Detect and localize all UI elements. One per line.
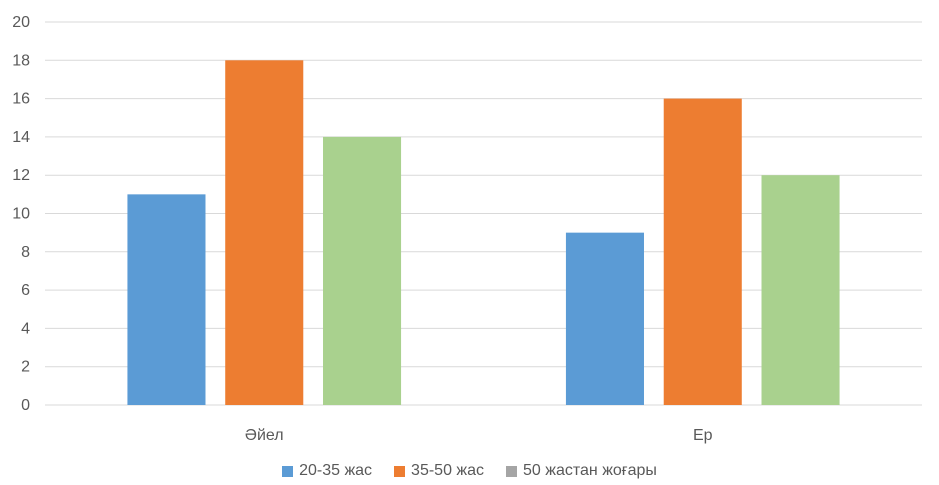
legend-swatch-series-1	[282, 465, 294, 477]
bar	[663, 98, 742, 405]
bar-chart: 0 2 4 6 8 10 12 14 16 18 20 Әйел Ер	[12, 14, 922, 444]
bars	[127, 60, 840, 406]
legend-label-series-2: 35-50 жас	[411, 462, 485, 479]
bar	[225, 60, 304, 406]
y-tick-label: 8	[21, 244, 30, 261]
legend-label-series-1: 20-35 жас	[299, 462, 373, 479]
legend-swatch-series-3	[506, 465, 518, 477]
y-tick-label: 6	[21, 282, 30, 299]
y-tick-label: 2	[21, 359, 30, 376]
bar	[127, 194, 206, 405]
y-tick-label: 16	[12, 91, 30, 108]
legend-item-series-1: 20-35 жас	[282, 462, 372, 480]
y-axis-ticks: 0 2 4 6 8 10 12 14 16 18 20	[12, 14, 30, 414]
legend-swatch-series-2	[394, 465, 406, 477]
y-tick-label: 10	[12, 206, 30, 223]
y-tick-label: 18	[12, 52, 30, 69]
y-tick-label: 12	[12, 167, 30, 184]
x-axis-ticks: Әйел Ер	[245, 427, 713, 444]
legend: 20-35 жас 35-50 жас 50 жастан жоғары	[0, 462, 939, 480]
x-tick-label: Әйел	[245, 427, 284, 444]
y-tick-label: 20	[12, 14, 30, 31]
legend-item-series-2: 35-50 жас	[394, 462, 484, 480]
legend-label-series-3: 50 жастан жоғары	[523, 462, 657, 479]
y-tick-label: 14	[12, 129, 30, 146]
x-tick-label: Ер	[693, 427, 713, 444]
y-tick-label: 4	[21, 320, 30, 337]
y-tick-label: 0	[21, 397, 30, 414]
bar	[761, 175, 840, 405]
bar	[565, 232, 644, 405]
bar	[323, 136, 402, 405]
legend-item-series-3: 50 жастан жоғары	[506, 462, 657, 480]
